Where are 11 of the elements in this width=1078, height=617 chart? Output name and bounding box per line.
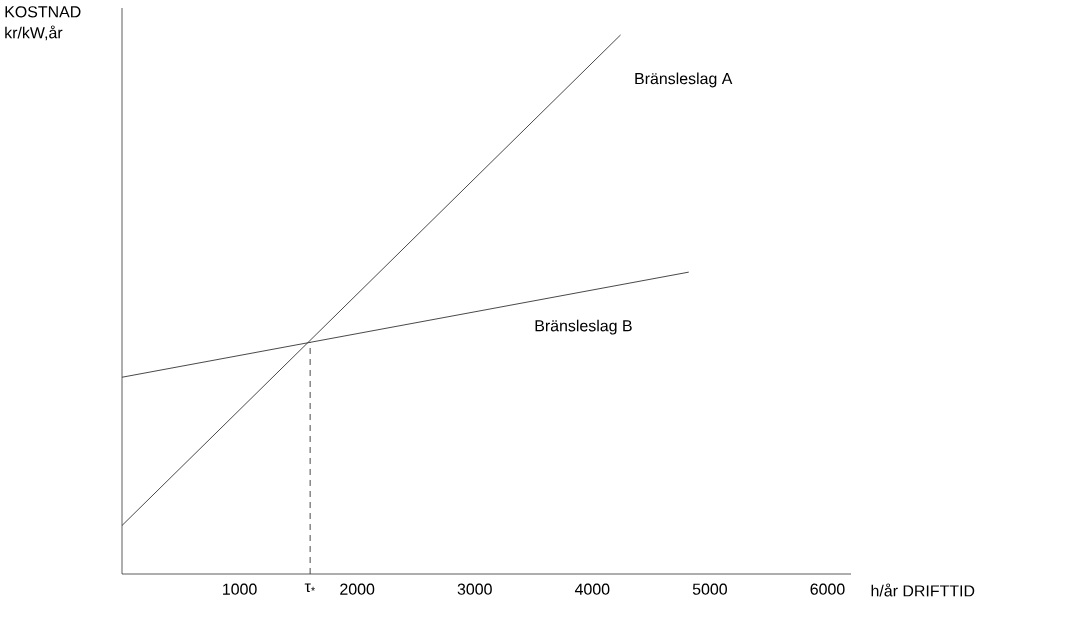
x-tick-label: 5000: [692, 583, 727, 595]
x-tick-label: 6000: [810, 583, 845, 595]
text: Bränsleslag A: [635, 72, 733, 88]
x-axis-title: h/år DRIFTTID: [871, 583, 975, 597]
x-tick-label: 1000: [223, 583, 257, 595]
x-tick-label: τ$_{*}$: [304, 583, 316, 593]
y-axis-title: KOSTNAD kr/kW,år: [5, 6, 81, 41]
x-tick-label: 2000: [340, 583, 375, 595]
x-tick-label: 3000: [457, 583, 492, 595]
x-tick-label: 4000: [574, 583, 610, 595]
series-label: Bränsleslag B: [535, 319, 632, 335]
